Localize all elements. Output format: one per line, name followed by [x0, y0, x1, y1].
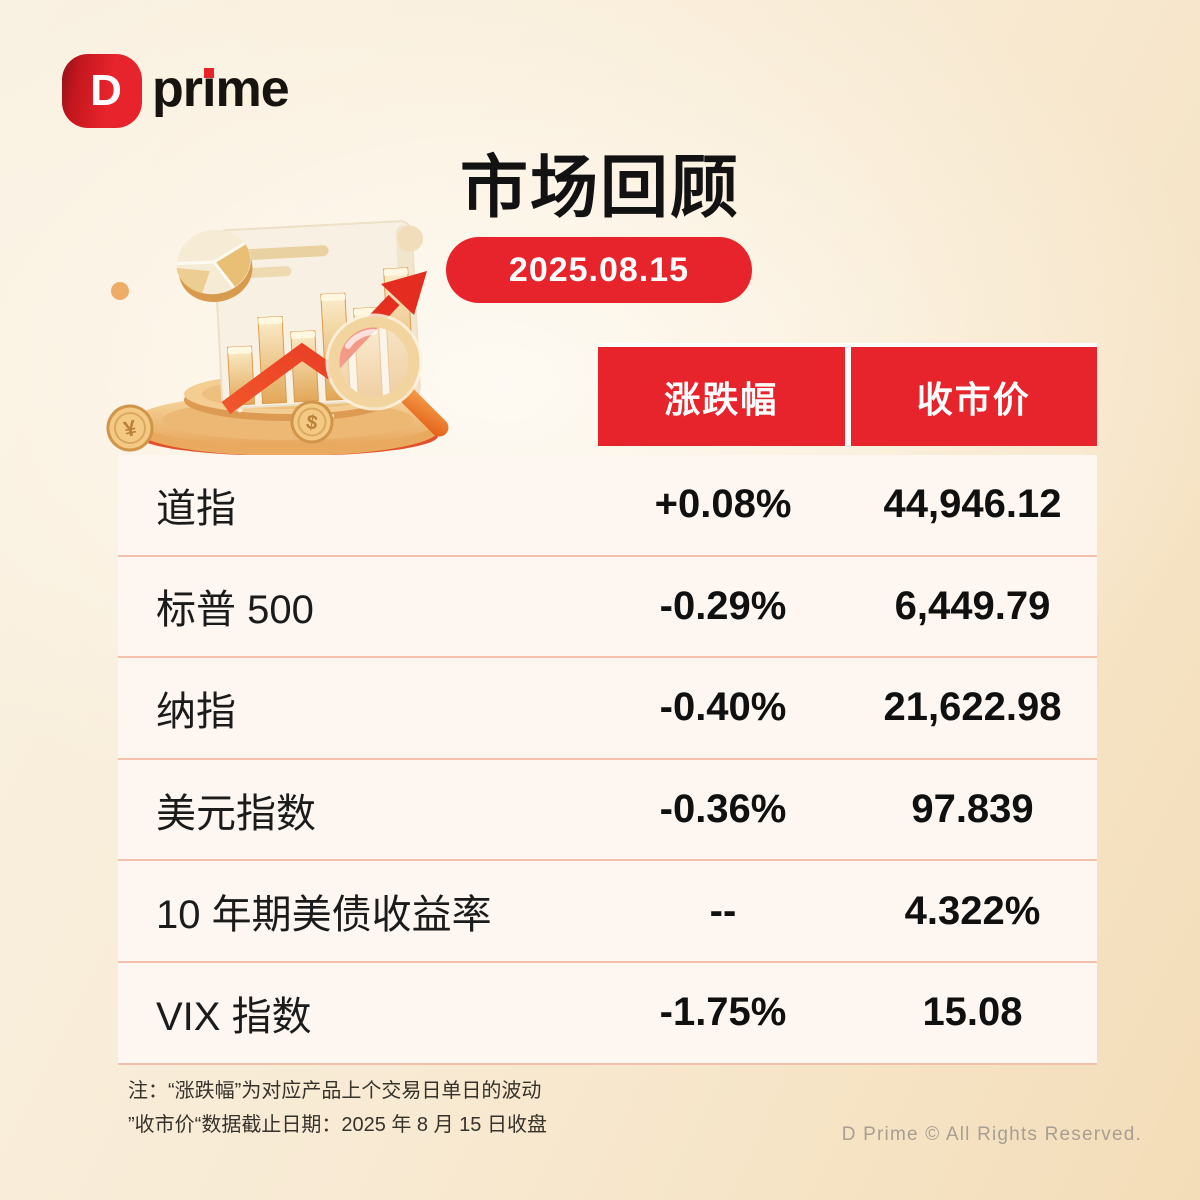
- logo-text-me: me: [215, 60, 289, 118]
- date-badge: 2025.08.15: [446, 237, 752, 303]
- instrument-label: 美元指数: [156, 791, 316, 836]
- change-value: +0.08%: [654, 482, 792, 527]
- change-value: --: [709, 888, 737, 933]
- instrument-label: VIX 指数: [156, 994, 312, 1039]
- table-header: 涨跌幅 收市价: [598, 343, 1097, 446]
- change-value: -0.36%: [659, 787, 787, 832]
- close-value: 15.08: [922, 990, 1023, 1035]
- table-row: 道指 +0.08% 44,946.12: [118, 455, 1097, 557]
- logo-text-i: ı: [202, 59, 216, 119]
- close-value: 44,946.12: [883, 482, 1062, 527]
- pie-chart-icon: [176, 229, 253, 303]
- change-value: -0.29%: [659, 583, 787, 628]
- table-row: 10 年期美债收益率 -- 4.322%: [118, 861, 1097, 963]
- dprime-logo: D pr ı me: [62, 54, 290, 128]
- footnote-line1: 注：“涨跌幅”为对应产品上个交易日单日的波动: [128, 1080, 542, 1102]
- svg-text:$: $: [304, 411, 319, 435]
- logo-i-red-dot-icon: [203, 68, 214, 78]
- dprime-logo-mark-icon: D: [62, 54, 142, 128]
- magnifier-icon: [325, 313, 449, 437]
- coin-dollar-icon: $: [290, 400, 334, 444]
- close-value: 6,449.79: [894, 583, 1051, 628]
- close-value: 97.839: [911, 787, 1034, 832]
- instrument-label: 标普 500: [156, 588, 314, 633]
- dprime-logo-text: pr ı me: [152, 59, 290, 119]
- close-value: 21,622.98: [883, 685, 1062, 730]
- column-header-close: 收市价: [850, 347, 1097, 446]
- change-value: -0.40%: [659, 685, 787, 730]
- footnotes: 注：“涨跌幅”为对应产品上个交易日单日的波动 ”收市价“数据截止日期：2025 …: [128, 1074, 547, 1142]
- column-header-change: 涨跌幅: [598, 347, 845, 446]
- footnote-line2: ”收市价“数据截止日期：2025 年 8 月 15 日收盘: [128, 1114, 547, 1136]
- close-value: 4.322%: [904, 888, 1041, 933]
- floating-dot-icon: [111, 282, 129, 300]
- instrument-label: 道指: [156, 486, 236, 531]
- table-row: 纳指 -0.40% 21,622.98: [118, 658, 1097, 760]
- instrument-label: 10 年期美债收益率: [156, 893, 492, 938]
- table-row: 美元指数 -0.36% 97.839: [118, 760, 1097, 862]
- page-title: 市场回顾: [459, 150, 740, 226]
- market-illustration: ¥ $: [106, 220, 449, 456]
- coin-yuan-icon: ¥: [106, 404, 154, 452]
- change-value: -1.75%: [659, 990, 787, 1035]
- copyright: D Prime © All Rights Reserved.: [841, 1124, 1142, 1145]
- market-table: 道指 +0.08% 44,946.12 标普 500 -0.29% 6,449.…: [118, 455, 1097, 1065]
- table-row: 标普 500 -0.29% 6,449.79: [118, 557, 1097, 659]
- logo-text-pr: pr: [152, 60, 203, 118]
- table-row: VIX 指数 -1.75% 15.08: [118, 963, 1097, 1065]
- instrument-label: 纳指: [156, 689, 236, 734]
